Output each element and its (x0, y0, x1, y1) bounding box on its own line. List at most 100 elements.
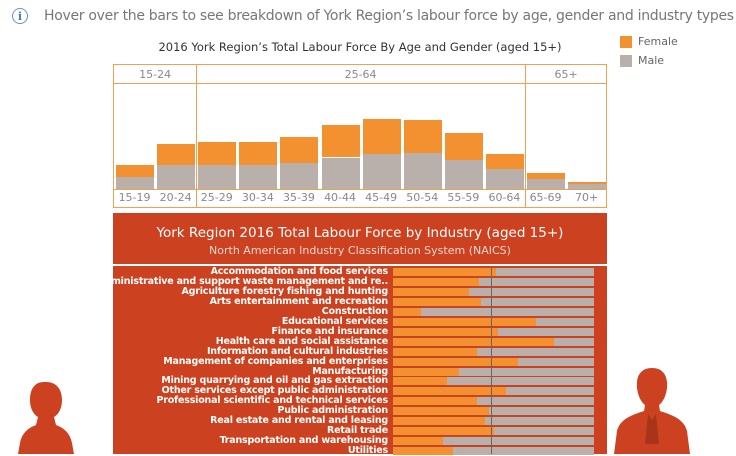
age-tick-label: 20-24 (159, 191, 192, 204)
male-bar-70+[interactable] (568, 183, 607, 189)
female-share-bar[interactable] (393, 437, 444, 446)
info-icon[interactable]: i (12, 8, 28, 24)
industry-chart: York Region 2016 Total Labour Force by I… (97, 213, 607, 456)
legend-label: Female (638, 35, 678, 48)
male-bar-55-59[interactable] (444, 159, 483, 189)
male-share-bar[interactable] (443, 437, 594, 446)
female-bar-50-54[interactable] (403, 119, 442, 154)
male-share-bar[interactable] (553, 337, 594, 346)
male-bar-30-34[interactable] (239, 164, 278, 189)
female-share-bar[interactable] (393, 268, 496, 276)
female-share-bar[interactable] (393, 317, 536, 326)
industry-label: Construction (321, 305, 388, 317)
female-share-bar[interactable] (393, 307, 422, 316)
female-bar-30-34[interactable] (239, 141, 278, 165)
female-bar-35-39[interactable] (280, 136, 319, 164)
age-tick-label: 60-64 (488, 191, 521, 204)
male-share-bar[interactable] (489, 407, 594, 416)
male-share-bar[interactable] (477, 347, 594, 356)
male-share-bar[interactable] (477, 397, 594, 406)
male-bar-45-49[interactable] (362, 154, 401, 189)
male-bar-15-19[interactable] (116, 176, 155, 189)
age-group-header: 15-24 (114, 65, 197, 84)
female-share-bar[interactable] (393, 327, 498, 336)
male-bar-60-64[interactable] (485, 169, 524, 189)
divider (113, 264, 607, 266)
female-share-bar[interactable] (393, 427, 494, 436)
industry-label: Health care and social assistance (215, 335, 388, 347)
industry-label: Management of companies and enterprises (163, 355, 388, 367)
age-tick-label: 65-69 (529, 191, 562, 204)
industry-label: Arts entertainment and recreation (209, 295, 389, 307)
female-bar-65-69[interactable] (527, 173, 566, 180)
male-bar-65-69[interactable] (527, 179, 566, 189)
male-share-bar[interactable] (495, 268, 594, 276)
hover-instruction: Hover over the bars to see breakdown of … (44, 8, 734, 24)
female-bar-15-19[interactable] (116, 164, 155, 177)
female-bar-20-24[interactable] (157, 143, 196, 166)
female-share-bar[interactable] (393, 297, 482, 306)
reference-line (491, 268, 493, 454)
industry-chart-subtitle: North American Industry Classification S… (209, 244, 511, 257)
industry-label: Information and cultural industries (206, 345, 388, 357)
male-share-bar[interactable] (535, 317, 594, 326)
group-divider (196, 65, 198, 207)
male-swatch (620, 54, 632, 67)
age-group-header: 65+ (525, 65, 608, 84)
male-share-bar[interactable] (505, 387, 594, 396)
industry-label: Educational services (281, 315, 388, 327)
age-tick-label: 15-19 (118, 191, 151, 204)
male-share-bar[interactable] (485, 417, 594, 426)
male-share-bar[interactable] (497, 327, 594, 336)
female-share-bar[interactable] (393, 407, 490, 416)
industry-label: Public administration (277, 405, 388, 417)
male-bar-20-24[interactable] (157, 165, 196, 189)
male-share-bar[interactable] (493, 427, 594, 436)
age-group-header: 25-64 (196, 65, 525, 84)
industry-label: Finance and insurance (271, 325, 388, 337)
female-bar-25-29[interactable] (198, 141, 237, 165)
female-bar-60-64[interactable] (485, 153, 524, 170)
industry-label: Other services except public administrat… (161, 385, 389, 397)
male-share-bar[interactable] (479, 277, 594, 286)
baseline (114, 189, 606, 190)
legend-female[interactable]: Female (620, 35, 678, 48)
female-bar-40-44[interactable] (321, 124, 360, 158)
male-share-bar[interactable] (421, 307, 594, 316)
female-share-bar[interactable] (393, 447, 454, 456)
female-share-bar[interactable] (393, 287, 470, 296)
female-bar-70+[interactable] (568, 181, 607, 184)
industry-label: Professional scientific and technical se… (156, 395, 388, 407)
female-share-bar[interactable] (393, 397, 478, 406)
legend-male[interactable]: Male (620, 54, 664, 67)
age-tick-label: 30-34 (241, 191, 274, 204)
group-divider (525, 65, 526, 207)
male-bar-25-29[interactable] (198, 164, 237, 189)
industry-label: Accommodation and food services (210, 266, 389, 277)
age-tick-label: 70+ (575, 191, 599, 204)
male-share-bar[interactable] (453, 447, 594, 456)
female-share-bar[interactable] (393, 417, 486, 426)
male-share-bar[interactable] (447, 377, 594, 386)
male-share-bar[interactable] (459, 367, 594, 376)
industry-label: Manufacturing (312, 365, 388, 377)
age-chart-title: 2016 York Region’s Total Labour Force By… (158, 40, 562, 54)
female-share-bar[interactable] (393, 337, 554, 346)
female-share-bar[interactable] (393, 277, 480, 286)
male-share-bar[interactable] (517, 357, 594, 366)
female-share-bar[interactable] (393, 357, 518, 366)
man-silhouette-icon (614, 368, 690, 454)
male-share-bar[interactable] (481, 297, 594, 306)
male-bar-40-44[interactable] (321, 157, 360, 189)
male-bar-50-54[interactable] (403, 153, 442, 189)
female-bar-45-49[interactable] (362, 119, 401, 155)
female-share-bar[interactable] (393, 387, 506, 396)
male-share-bar[interactable] (469, 287, 594, 296)
female-share-bar[interactable] (393, 367, 460, 376)
female-bar-55-59[interactable] (444, 133, 483, 160)
female-share-bar[interactable] (393, 347, 478, 356)
male-bar-35-39[interactable] (280, 163, 319, 189)
age-gender-chart: 15-24 25-64 65+ 15-19 20-24 25-29 30-34 35-39 40… (113, 64, 608, 208)
age-tick-label: 55-59 (447, 191, 480, 204)
female-share-bar[interactable] (393, 377, 448, 386)
